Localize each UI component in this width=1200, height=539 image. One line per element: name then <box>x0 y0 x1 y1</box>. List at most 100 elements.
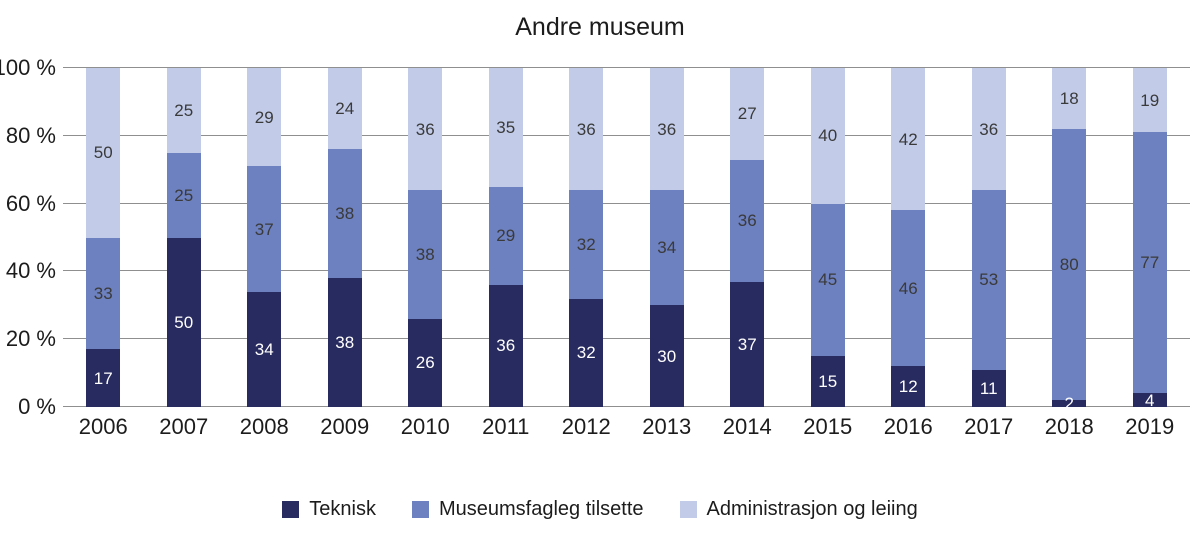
legend-label: Museumsfagleg tilsette <box>438 498 644 520</box>
legend-swatch-icon <box>282 501 300 518</box>
segment-value-label: 19 <box>1140 90 1160 110</box>
segment-value-label: 36 <box>657 119 677 139</box>
bar-segment: 40 <box>810 68 845 204</box>
segment-value-label: 45 <box>818 270 838 290</box>
bar-segment: 38 <box>327 149 362 279</box>
bar-slot: 37 36 27 <box>707 68 788 407</box>
legend-label: Teknisk <box>309 498 376 520</box>
bar-segment: 34 <box>247 291 282 407</box>
bar-slot: 36 29 35 <box>466 68 547 407</box>
bar-segment: 34 <box>649 190 684 306</box>
segment-value-label: 36 <box>415 119 435 139</box>
y-axis: 0 % 20 % 40 % 60 % 80 % 100 % <box>0 55 56 419</box>
bar-slot: 30 34 36 <box>627 68 708 407</box>
bar-segment: 18 <box>1052 68 1087 130</box>
bar-segment: 35 <box>488 68 523 187</box>
segment-value-label: 30 <box>657 346 677 366</box>
x-tick-label: 2011 <box>482 414 530 439</box>
bar-slot: 17 33 50 <box>63 68 144 407</box>
segment-value-label: 24 <box>335 99 355 119</box>
gridline <box>63 270 1190 272</box>
x-axis: 2006 2007 2008 2009 2010 2011 2012 2013 2014 2015… <box>63 414 1190 440</box>
segment-value-label: 42 <box>898 129 918 149</box>
segment-value-label: 27 <box>737 104 757 124</box>
bar-segment: 42 <box>891 68 926 211</box>
bar-segment: 77 <box>1132 132 1167 394</box>
stacked-bar-2009: 38 38 24 <box>327 68 362 407</box>
chart-title: Andre museum <box>515 13 685 41</box>
stacked-bar-2013: 30 34 36 <box>649 68 684 407</box>
segment-value-label: 32 <box>576 343 596 363</box>
segment-value-label: 53 <box>979 270 999 290</box>
segment-value-label: 29 <box>496 226 516 246</box>
segment-value-label: 25 <box>174 100 194 120</box>
bar-segment: 36 <box>971 68 1006 191</box>
bar-segment: 17 <box>86 349 121 407</box>
bar-segment: 37 <box>730 281 765 407</box>
gridline <box>63 67 1190 68</box>
bar-segment: 50 <box>86 68 121 238</box>
bar-slot: 26 38 36 <box>385 68 466 407</box>
x-tick-label: 2015 <box>803 414 853 439</box>
segment-value-label: 11 <box>979 378 998 398</box>
bar-segment: 50 <box>166 237 201 407</box>
bar-segment: 37 <box>247 166 282 292</box>
x-tick-label: 2007 <box>159 414 209 439</box>
segment-value-label: 15 <box>818 372 838 392</box>
bar-segment: 26 <box>408 318 443 407</box>
bar-slot: 2 80 18 <box>1029 68 1110 412</box>
bar-segment: 53 <box>971 190 1006 370</box>
x-tick-label: 2019 <box>1125 414 1175 439</box>
gridline <box>63 134 1190 136</box>
y-tick-label: 100 % <box>0 55 56 80</box>
bar-segment: 4 <box>1132 390 1167 410</box>
segment-value-label: 37 <box>737 334 757 354</box>
segment-value-label: 33 <box>93 283 113 303</box>
legend-swatch-icon <box>679 501 697 518</box>
segment-value-label: 38 <box>335 333 355 353</box>
x-tick-label: 2009 <box>320 414 370 439</box>
segment-value-label: 80 <box>1059 255 1079 275</box>
bar-slot: 32 32 36 <box>546 68 627 407</box>
stacked-bar-2006: 17 33 50 <box>86 68 121 407</box>
segment-value-label: 34 <box>254 339 274 359</box>
gridline <box>63 338 1190 340</box>
bar-segment: 32 <box>569 298 604 407</box>
segment-value-label: 12 <box>898 377 918 397</box>
bar-segment: 29 <box>488 186 523 285</box>
segment-value-label: 25 <box>174 185 194 205</box>
bar-segment: 45 <box>810 203 845 357</box>
stacked-bar-2012: 32 32 36 <box>569 68 604 407</box>
x-tick-label: 2010 <box>400 414 450 439</box>
legend-swatch-icon <box>411 501 429 518</box>
segment-value-label: 4 <box>1145 390 1155 410</box>
bar-segment: 38 <box>327 278 362 407</box>
segment-value-label: 34 <box>657 238 677 258</box>
bar-segment: 36 <box>488 284 523 407</box>
gridline <box>63 202 1190 204</box>
segment-value-label: 77 <box>1140 253 1160 273</box>
y-tick-label: 80 % <box>5 122 56 148</box>
segment-value-label: 36 <box>496 336 516 356</box>
bar-slot: 15 45 40 <box>788 68 869 407</box>
legend-item: Teknisk <box>282 498 376 521</box>
x-tick-label: 2016 <box>883 414 933 439</box>
bar-segment: 36 <box>649 68 684 191</box>
legend-item: Administrasjon og leiing <box>679 498 918 521</box>
legend-item: Museumsfagleg tilsette <box>411 498 644 521</box>
y-tick-label: 20 % <box>5 326 56 352</box>
bar-segment: 2 <box>1052 395 1087 412</box>
bar-segment: 25 <box>166 68 201 153</box>
bar-segment: 36 <box>408 68 443 191</box>
bar-segment: 24 <box>327 68 362 150</box>
y-tick-label: 40 % <box>5 258 56 284</box>
y-tick-label: 0 % <box>18 394 56 419</box>
bar-segment: 19 <box>1132 68 1167 133</box>
bar-segment: 46 <box>891 210 926 367</box>
segment-value-label: 38 <box>415 244 435 264</box>
bar-slot: 50 25 25 <box>144 68 225 407</box>
bar-segment: 27 <box>730 68 765 160</box>
bar-segment: 25 <box>166 152 201 238</box>
x-tick-label: 2012 <box>561 414 611 439</box>
